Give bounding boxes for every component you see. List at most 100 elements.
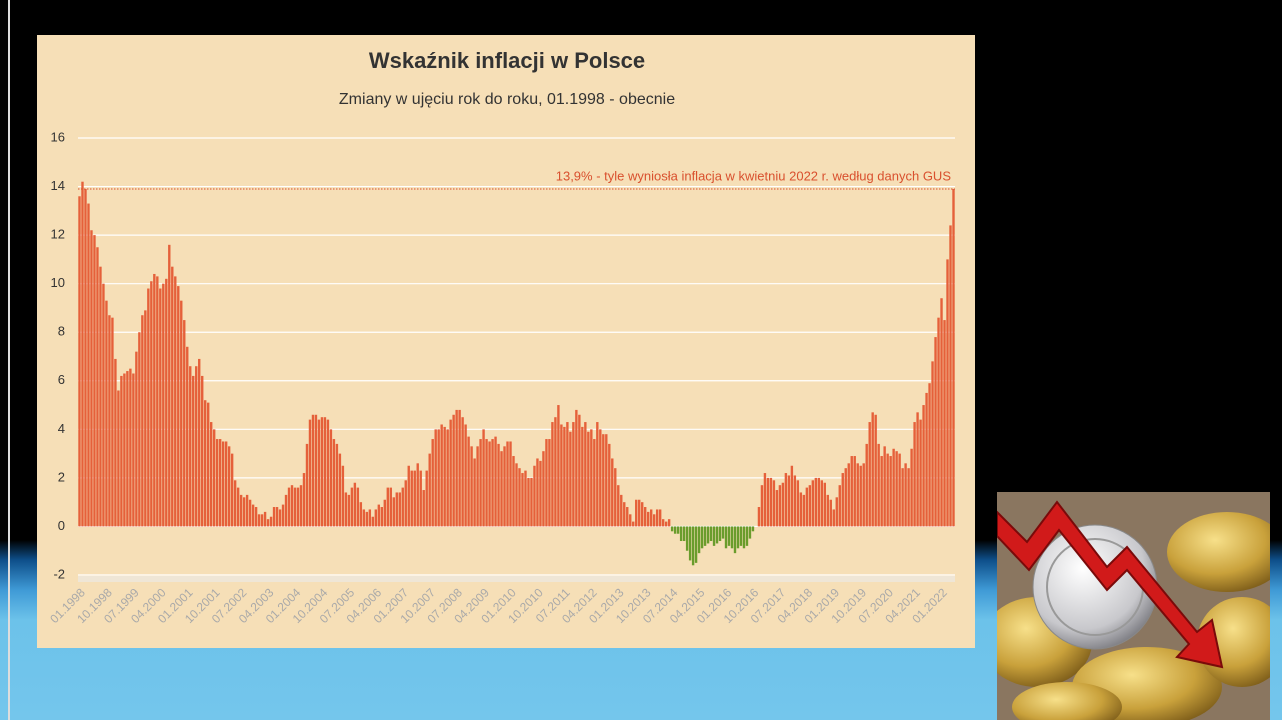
bar xyxy=(237,488,239,527)
y-tick-label: 10 xyxy=(51,275,65,290)
bar xyxy=(204,400,206,526)
bar xyxy=(387,488,389,527)
bar xyxy=(749,526,751,538)
bar xyxy=(219,439,221,526)
bar xyxy=(515,463,517,526)
bar xyxy=(87,204,89,527)
bar xyxy=(102,284,104,527)
bar xyxy=(446,429,448,526)
bar xyxy=(689,526,691,560)
bar xyxy=(620,495,622,527)
bar xyxy=(857,463,859,526)
bar xyxy=(593,439,595,526)
bar xyxy=(871,412,873,526)
bar xyxy=(402,488,404,527)
bar xyxy=(285,495,287,527)
bar xyxy=(153,274,155,526)
bar xyxy=(177,286,179,526)
bar xyxy=(734,526,736,553)
bar xyxy=(656,509,658,526)
bar xyxy=(895,451,897,526)
bar xyxy=(396,492,398,526)
bar xyxy=(315,415,317,527)
bar xyxy=(369,509,371,526)
bar xyxy=(111,318,113,527)
bar xyxy=(309,420,311,527)
bar xyxy=(782,483,784,527)
bar xyxy=(719,526,721,541)
bar xyxy=(159,289,161,527)
bar xyxy=(366,512,368,527)
x-axis-band xyxy=(78,576,955,582)
bar xyxy=(345,492,347,526)
bar xyxy=(126,371,128,526)
bar xyxy=(476,446,478,526)
bar xyxy=(716,526,718,543)
bar xyxy=(587,432,589,527)
bar xyxy=(327,420,329,527)
bar xyxy=(156,276,158,526)
bar xyxy=(641,502,643,526)
bar xyxy=(183,320,185,526)
bar xyxy=(482,429,484,526)
bar xyxy=(731,526,733,548)
bar xyxy=(393,497,395,526)
bar xyxy=(560,424,562,526)
bar xyxy=(288,488,290,527)
bar xyxy=(776,490,778,526)
bar xyxy=(228,446,230,526)
bar xyxy=(836,497,838,526)
bar xyxy=(399,492,401,526)
bar xyxy=(408,466,410,527)
bar xyxy=(258,514,260,526)
bar xyxy=(384,500,386,527)
bar xyxy=(722,526,724,538)
y-tick-label: 6 xyxy=(58,372,65,387)
bar xyxy=(557,405,559,526)
bar xyxy=(611,458,613,526)
y-tick-label: -2 xyxy=(53,566,65,581)
bar xyxy=(638,500,640,527)
y-tick-label: 4 xyxy=(58,421,65,436)
photo xyxy=(997,492,1270,720)
bar xyxy=(264,512,266,527)
bar xyxy=(815,478,817,527)
bar xyxy=(306,444,308,527)
bar xyxy=(737,526,739,548)
bar xyxy=(198,359,200,527)
y-tick-label: 8 xyxy=(58,324,65,339)
bar xyxy=(225,441,227,526)
bar xyxy=(473,458,475,526)
bar xyxy=(429,454,431,527)
bar xyxy=(725,526,727,548)
bar xyxy=(423,490,425,526)
bar xyxy=(512,456,514,526)
bar xyxy=(144,310,146,526)
bar xyxy=(303,473,305,526)
bar xyxy=(940,298,942,526)
bar xyxy=(788,475,790,526)
bar xyxy=(866,444,868,527)
bar xyxy=(728,526,730,545)
bar xyxy=(443,427,445,527)
bar xyxy=(324,417,326,526)
bar xyxy=(497,444,499,527)
silver-coin xyxy=(1033,525,1157,649)
bar xyxy=(440,424,442,526)
bar xyxy=(785,473,787,526)
bar xyxy=(138,332,140,526)
bar xyxy=(521,473,523,526)
bar xyxy=(602,434,604,526)
bar xyxy=(839,485,841,526)
bar xyxy=(417,463,419,526)
bar xyxy=(216,439,218,526)
border xyxy=(8,0,10,720)
bar xyxy=(943,320,945,526)
bar xyxy=(524,471,526,527)
bar xyxy=(578,415,580,527)
bar xyxy=(874,415,876,527)
bar xyxy=(536,458,538,526)
bar xyxy=(420,471,422,527)
bar xyxy=(824,483,826,527)
bar xyxy=(132,373,134,526)
